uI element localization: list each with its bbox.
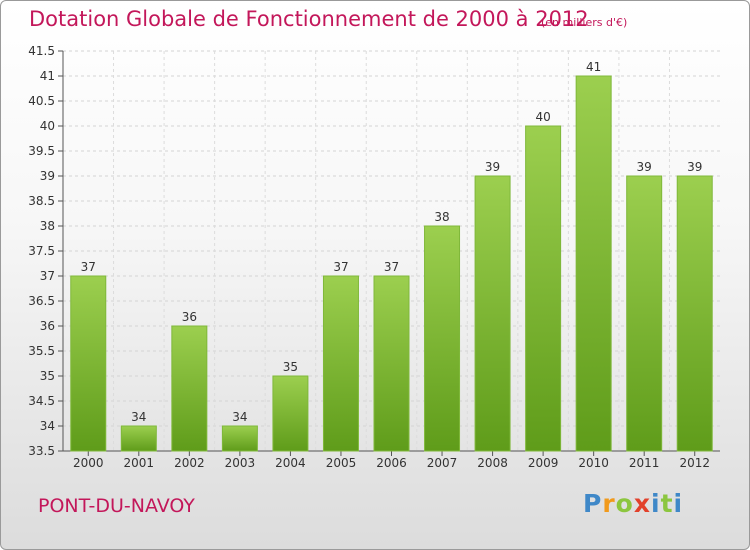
y-tick-label: 40	[40, 119, 55, 133]
bar	[70, 275, 107, 452]
bar	[676, 175, 713, 452]
x-tick-label: 2007	[427, 456, 458, 470]
data-label: 34	[232, 410, 247, 424]
data-label: 36	[182, 310, 197, 324]
x-tick-label: 2000	[73, 456, 104, 470]
data-label: 41	[586, 60, 601, 74]
data-label: 39	[485, 160, 500, 174]
x-tick-label: 2003	[225, 456, 256, 470]
x-axis-ticks: 2000 2001 2002 2003 2004 2005 2006 2007 2008 2009…	[73, 456, 710, 470]
bar	[626, 175, 663, 452]
y-tick-label: 37	[40, 269, 55, 283]
x-tick-label: 2012	[679, 456, 710, 470]
y-tick-label: 38.5	[28, 194, 55, 208]
x-tick-label: 2005	[326, 456, 357, 470]
data-label: 39	[637, 160, 652, 174]
bar	[474, 175, 511, 452]
x-tick-label: 2001	[124, 456, 155, 470]
data-label: 37	[384, 260, 399, 274]
data-label: 37	[333, 260, 348, 274]
chart-title: Dotation Globale de Fonctionnement de 20…	[29, 7, 589, 31]
x-tick-label: 2004	[275, 456, 306, 470]
bar	[525, 125, 562, 452]
x-tick-label: 2011	[629, 456, 660, 470]
bar	[120, 425, 157, 452]
y-axis-ticks: 33.5 34 34.5 35 35.5 36 36.5 37 37.5 38 38.5 39 39.5…	[28, 44, 55, 458]
y-tick-label: 36	[40, 319, 55, 333]
bar	[424, 225, 461, 452]
y-tick-label: 35	[40, 369, 55, 383]
bar	[322, 275, 359, 452]
y-tick-label: 38	[40, 219, 55, 233]
x-tick-label: 2010	[578, 456, 609, 470]
place-name: PONT-DU-NAVOY	[38, 495, 195, 517]
x-tick-label: 2002	[174, 456, 205, 470]
chart-subtitle: (en milliers d'€)	[541, 16, 628, 29]
data-label: 34	[131, 410, 146, 424]
data-labels: 37 34 36 34 35 37 37 38 39 40 41 39 39	[81, 60, 703, 424]
x-tick-label: 2006	[376, 456, 407, 470]
proxiti-logo: Proxiti	[583, 489, 684, 518]
data-label: 37	[81, 260, 96, 274]
y-tick-label: 37.5	[28, 244, 55, 258]
bar	[171, 325, 208, 452]
x-tick-label: 2009	[528, 456, 559, 470]
bars	[70, 75, 713, 452]
data-label: 35	[283, 360, 298, 374]
y-tick-label: 40.5	[28, 94, 55, 108]
y-tick-label: 36.5	[28, 294, 55, 308]
data-label: 38	[434, 210, 449, 224]
y-tick-label: 39.5	[28, 144, 55, 158]
y-tick-label: 35.5	[28, 344, 55, 358]
y-tick-label: 33.5	[28, 444, 55, 458]
y-tick-label: 41.5	[28, 44, 55, 58]
bar	[221, 425, 258, 452]
bar	[575, 75, 612, 452]
data-label: 39	[687, 160, 702, 174]
bar	[272, 375, 309, 452]
bar	[373, 275, 410, 452]
y-tick-label: 39	[40, 169, 55, 183]
y-tick-label: 34	[40, 419, 55, 433]
x-tick-label: 2008	[477, 456, 508, 470]
y-tick-label: 34.5	[28, 394, 55, 408]
y-tick-label: 41	[40, 69, 55, 83]
data-label: 40	[535, 110, 550, 124]
